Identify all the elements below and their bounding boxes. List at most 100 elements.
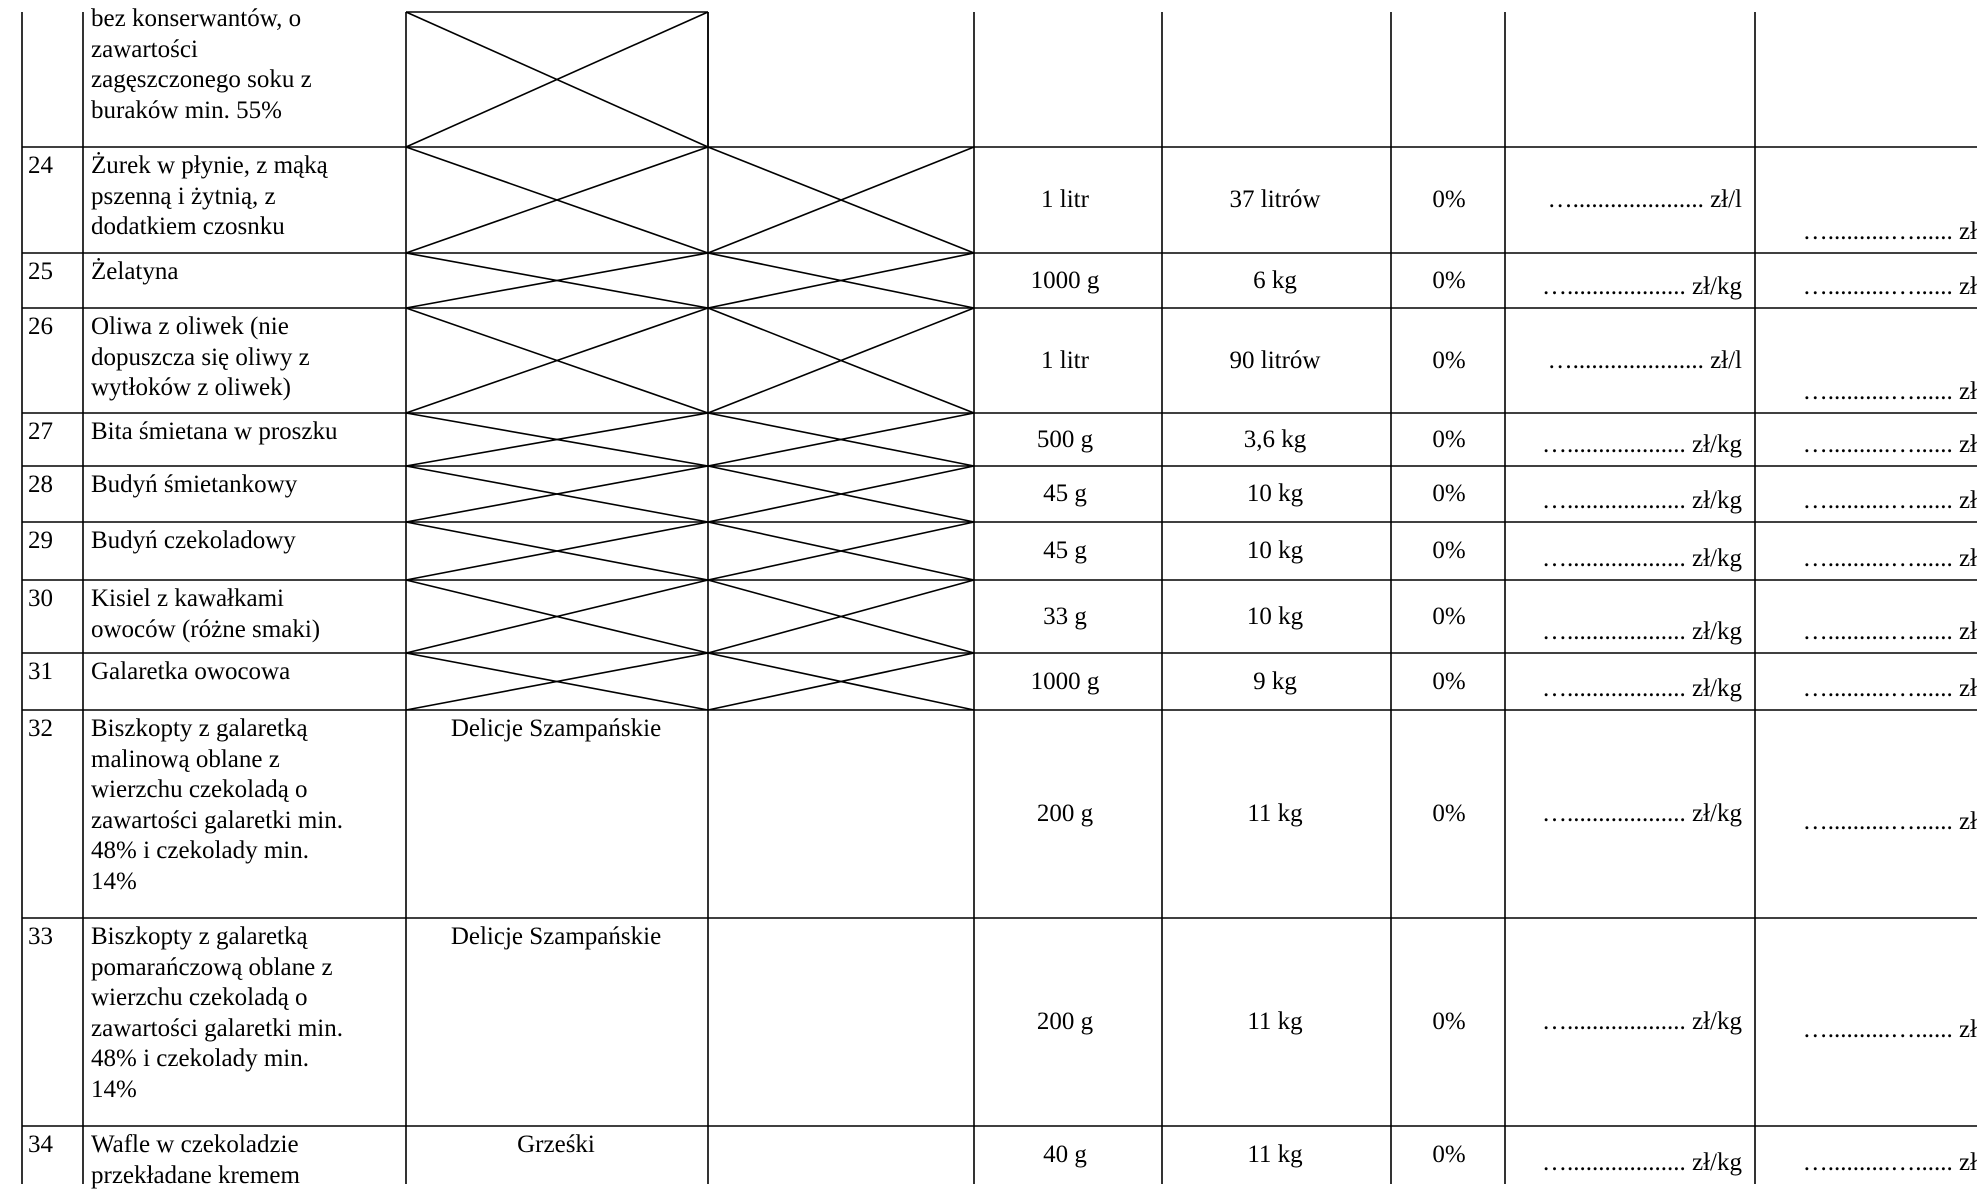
crossed-cell-diagonal	[707, 146, 975, 254]
cell-num: 33	[28, 923, 53, 950]
cell-unit: 1000 g	[1030, 266, 1100, 294]
cell-unit: 500 g	[1036, 425, 1094, 453]
cell-unit: 45 g	[1043, 480, 1087, 507]
cell-unit-price: …................... zł/kg	[1542, 545, 1742, 572]
cell-quantity: 11 kg	[1247, 1008, 1303, 1035]
cell-num: 32	[28, 715, 53, 742]
cell-num: 27	[28, 418, 53, 445]
cell-quantity: 9 kg	[1253, 667, 1297, 695]
cell-unit-price: …..................... zł/l	[1547, 346, 1742, 374]
cell-vat: 0%	[1432, 346, 1466, 374]
cell-total: …..........…...... zł	[1802, 618, 1977, 645]
cell-description: Żurek w płynie, z mąką pszenną i żytnią,…	[91, 152, 328, 240]
crossed-cell-diagonal	[707, 252, 975, 309]
cell-description: Biszkopty z galaretką pomarańczową oblan…	[91, 923, 343, 1103]
cell-quantity: 3,6 kg	[1243, 425, 1307, 453]
cell-quantity: 37 litrów	[1229, 186, 1321, 213]
cell-description: Budyń śmietankowy	[91, 471, 298, 498]
cell-unit-price: …................... zł/kg	[1542, 1149, 1742, 1176]
crossed-cell-diagonal	[405, 307, 709, 414]
crossed-cell-diagonal	[405, 465, 709, 523]
crossed-cell-diagonal	[405, 252, 709, 309]
cell-description: Biszkopty z galaretką malinową oblane z …	[91, 715, 343, 895]
cell-brand: Delicje Szampańskie	[450, 923, 662, 950]
cell-unit: 1 litr	[1041, 346, 1089, 374]
cell-description: Kisiel z kawałkami owoców (różne smaki)	[91, 585, 321, 643]
cell-unit-price: …................... zł/kg	[1542, 431, 1742, 458]
cell-unit: 1000 g	[1030, 667, 1100, 695]
crossed-cell-diagonal	[707, 465, 975, 523]
cell-num: 29	[28, 527, 53, 554]
cell-brand: Delicje Szampańskie	[450, 715, 662, 742]
cell-total: …..........…...... zł	[1802, 431, 1977, 458]
cell-total: …..........…...... zł	[1802, 273, 1977, 300]
cell-vat: 0%	[1432, 537, 1466, 564]
cell-unit: 200 g	[1036, 800, 1094, 827]
cell-total: …..........…...... zł	[1802, 808, 1977, 835]
cell-description: Żelatyna	[91, 258, 179, 285]
cell-vat: 0%	[1432, 800, 1466, 827]
cell-num: 26	[28, 313, 53, 340]
cell-quantity: 10 kg	[1246, 602, 1304, 630]
cell-quantity: 6 kg	[1253, 266, 1297, 294]
cell-quantity: 10 kg	[1246, 480, 1304, 507]
crossed-cell-diagonal	[707, 579, 975, 654]
cell-unit: 40 g	[1043, 1141, 1087, 1168]
cell-description: Wafle w czekoladzie przekładane kremem	[91, 1131, 300, 1189]
cell-vat: 0%	[1432, 186, 1466, 213]
cell-description: bez konserwantów, o zawartości zagęszczo…	[91, 5, 312, 124]
cell-unit: 1 litr	[1041, 186, 1089, 213]
crossed-cell-diagonal	[405, 521, 709, 581]
crossed-cell-diagonal	[405, 11, 709, 148]
cell-unit: 200 g	[1036, 1008, 1094, 1035]
crossed-cell-diagonal	[707, 307, 975, 414]
cell-total: …..........…...... zł	[1802, 675, 1977, 702]
cell-total: …..........…...... zł	[1802, 487, 1977, 514]
crossed-cell-diagonal	[405, 579, 709, 654]
cell-unit-price: …................... zł/kg	[1542, 487, 1742, 514]
cell-total: …..........…...... zł	[1802, 378, 1977, 405]
cell-total: …..........…...... zł	[1802, 545, 1977, 572]
cell-vat: 0%	[1432, 602, 1466, 630]
cell-vat: 0%	[1432, 425, 1466, 453]
cell-vat: 0%	[1432, 480, 1466, 507]
cell-num: 31	[28, 658, 53, 685]
crossed-cell-diagonal	[707, 412, 975, 467]
cell-vat: 0%	[1432, 1141, 1466, 1168]
cell-num: 24	[28, 152, 53, 179]
cell-vat: 0%	[1432, 1008, 1466, 1035]
cell-brand: Grześki	[517, 1131, 595, 1158]
cell-total: …..........…...... zł	[1802, 218, 1977, 245]
cell-unit: 33 g	[1043, 602, 1087, 630]
cell-num: 34	[28, 1131, 53, 1158]
cell-unit-price: …................... zł/kg	[1542, 675, 1742, 702]
crossed-cell-diagonal	[405, 146, 709, 254]
cell-quantity: 90 litrów	[1229, 346, 1321, 374]
cell-unit-price: …..................... zł/l	[1547, 186, 1742, 213]
cell-unit-price: …................... zł/kg	[1542, 273, 1742, 300]
cell-description: Budyń czekoladowy	[91, 527, 296, 554]
cell-quantity: 10 kg	[1246, 537, 1304, 564]
cell-unit: 45 g	[1043, 537, 1087, 564]
crossed-cell-diagonal	[405, 412, 709, 467]
cell-unit-price: …................... zł/kg	[1542, 800, 1742, 827]
cell-description: Galaretka owocowa	[91, 658, 291, 685]
cell-description: Oliwa z oliwek (nie dopuszcza się oliwy …	[91, 313, 310, 401]
crossed-cell-diagonal	[707, 521, 975, 581]
cell-vat: 0%	[1432, 266, 1466, 294]
cell-quantity: 11 kg	[1247, 1141, 1303, 1168]
cell-description: Bita śmietana w proszku	[91, 418, 338, 445]
cell-unit-price: …................... zł/kg	[1542, 1008, 1742, 1035]
cell-total: …..........…...... zł	[1802, 1016, 1977, 1043]
cell-num: 30	[28, 585, 53, 612]
cell-total: …..........…...... zł	[1802, 1149, 1977, 1176]
crossed-cell-diagonal	[707, 652, 975, 711]
cell-num: 25	[28, 258, 53, 285]
cell-quantity: 11 kg	[1247, 800, 1303, 827]
cell-num: 28	[28, 471, 53, 498]
cell-unit-price: …................... zł/kg	[1542, 618, 1742, 645]
cell-vat: 0%	[1432, 667, 1466, 695]
crossed-cell-diagonal	[405, 652, 709, 711]
